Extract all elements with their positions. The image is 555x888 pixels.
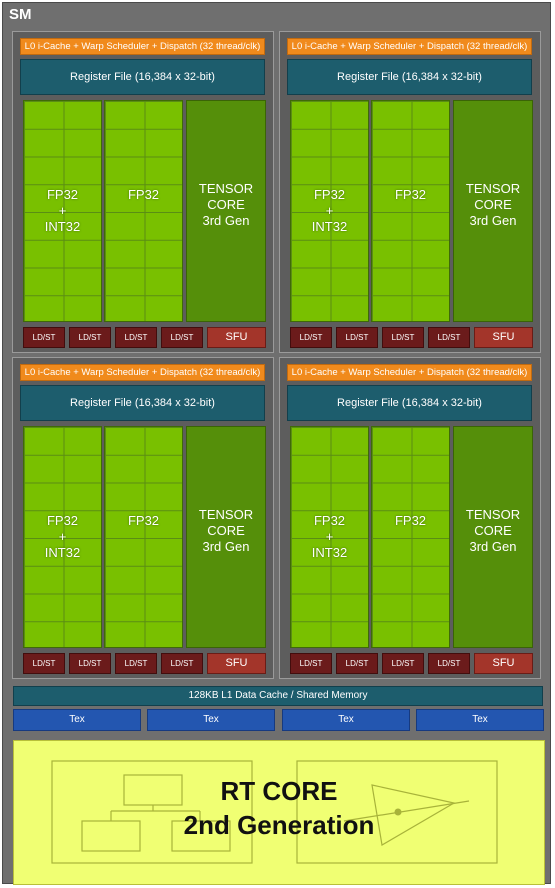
gen-text: 3rd Gen	[469, 539, 517, 554]
gen-text: 3rd Gen	[202, 213, 250, 228]
core-text: CORE	[207, 523, 245, 538]
fp32-unit: FP32	[371, 426, 450, 648]
tensor-core-label: TENSOR CORE 3rd Gen	[454, 507, 532, 555]
ldst-unit: LD/ST	[161, 653, 203, 674]
int32-text: INT32	[44, 545, 81, 560]
ldst-unit: LD/ST	[69, 653, 111, 674]
rt-core: RT CORE 2nd Generation	[13, 740, 545, 885]
core-text: CORE	[474, 197, 512, 212]
tensor-text: TENSOR	[198, 507, 254, 522]
l0-cache-warp-scheduler: L0 i-Cache + Warp Scheduler + Dispatch (…	[20, 364, 265, 381]
core-text: CORE	[207, 197, 245, 212]
fp32-int32-label: FP32 + INT32	[291, 187, 368, 235]
fp32-int32-unit: FP32 + INT32	[23, 426, 102, 648]
rt-core-label: RT CORE 2nd Generation	[14, 774, 544, 842]
sm-title: SM	[9, 6, 32, 23]
tensor-core: TENSOR CORE 3rd Gen	[453, 426, 533, 648]
register-file: Register File (16,384 x 32-bit)	[287, 59, 532, 95]
int32-text: INT32	[311, 545, 348, 560]
register-file: Register File (16,384 x 32-bit)	[287, 385, 532, 421]
plus-text: +	[325, 203, 334, 218]
fp32-text: FP32	[46, 513, 79, 528]
ldst-unit: LD/ST	[69, 327, 111, 348]
tex-unit: Tex	[416, 709, 544, 731]
gen-text: 3rd Gen	[469, 213, 517, 228]
bvh-box-outline	[51, 760, 253, 864]
ldst-unit: LD/ST	[336, 327, 378, 348]
fp32-label: FP32	[394, 187, 427, 202]
plus-text: +	[325, 529, 334, 544]
fp32-label: FP32	[127, 187, 160, 202]
fp32-label: FP32	[394, 513, 427, 528]
fp32-text: FP32	[46, 187, 79, 202]
int32-text: INT32	[311, 219, 348, 234]
tensor-core: TENSOR CORE 3rd Gen	[186, 426, 266, 648]
tensor-core-label: TENSOR CORE 3rd Gen	[187, 181, 265, 229]
partition-2: L0 i-Cache + Warp Scheduler + Dispatch (…	[12, 357, 274, 679]
tensor-core: TENSOR CORE 3rd Gen	[453, 100, 533, 322]
tensor-text: TENSOR	[465, 507, 521, 522]
fp32-unit: FP32	[371, 100, 450, 322]
register-file: Register File (16,384 x 32-bit)	[20, 59, 265, 95]
ray-line	[343, 800, 470, 822]
rt-core-generation: 2nd Generation	[183, 810, 375, 840]
tex-unit: Tex	[282, 709, 410, 731]
ldst-unit: LD/ST	[336, 653, 378, 674]
tensor-text: TENSOR	[465, 181, 521, 196]
tex-unit: Tex	[147, 709, 275, 731]
ldst-unit: LD/ST	[23, 327, 65, 348]
intersect-box-outline	[296, 760, 498, 864]
tensor-core-label: TENSOR CORE 3rd Gen	[454, 181, 532, 229]
rt-core-title: RT CORE	[220, 776, 338, 806]
fp32-int32-unit: FP32 + INT32	[290, 100, 369, 322]
ldst-unit: LD/ST	[428, 327, 470, 348]
plus-text: +	[58, 203, 67, 218]
sfu-unit: SFU	[207, 327, 266, 348]
fp32-text: FP32	[313, 187, 346, 202]
fp32-int32-unit: FP32 + INT32	[290, 426, 369, 648]
fp32-unit: FP32	[104, 426, 183, 648]
ldst-unit: LD/ST	[161, 327, 203, 348]
tensor-text: TENSOR	[198, 181, 254, 196]
partition-1: L0 i-Cache + Warp Scheduler + Dispatch (…	[279, 31, 541, 353]
ldst-unit: LD/ST	[115, 653, 157, 674]
ldst-unit: LD/ST	[23, 653, 65, 674]
core-text: CORE	[474, 523, 512, 538]
gen-text: 3rd Gen	[202, 539, 250, 554]
tex-unit: Tex	[13, 709, 141, 731]
ldst-unit: LD/ST	[428, 653, 470, 674]
fp32-int32-label: FP32 + INT32	[291, 513, 368, 561]
fp32-int32-label: FP32 + INT32	[24, 513, 101, 561]
ldst-unit: LD/ST	[290, 653, 332, 674]
sfu-unit: SFU	[474, 653, 533, 674]
rt-core-graphic	[51, 760, 498, 864]
l0-cache-warp-scheduler: L0 i-Cache + Warp Scheduler + Dispatch (…	[287, 38, 532, 55]
plus-text: +	[58, 529, 67, 544]
l0-cache-warp-scheduler: L0 i-Cache + Warp Scheduler + Dispatch (…	[20, 38, 265, 55]
partition-3: L0 i-Cache + Warp Scheduler + Dispatch (…	[279, 357, 541, 679]
register-file: Register File (16,384 x 32-bit)	[20, 385, 265, 421]
hit-point	[394, 808, 402, 816]
ldst-unit: LD/ST	[115, 327, 157, 348]
partition-0: L0 i-Cache + Warp Scheduler + Dispatch (…	[12, 31, 274, 353]
sfu-unit: SFU	[474, 327, 533, 348]
tensor-core: TENSOR CORE 3rd Gen	[186, 100, 266, 322]
bvh-left-node	[81, 820, 141, 852]
tensor-core-label: TENSOR CORE 3rd Gen	[187, 507, 265, 555]
fp32-int32-label: FP32 + INT32	[24, 187, 101, 235]
fp32-unit: FP32	[104, 100, 183, 322]
ldst-unit: LD/ST	[382, 327, 424, 348]
sfu-unit: SFU	[207, 653, 266, 674]
int32-text: INT32	[44, 219, 81, 234]
bvh-right-node	[171, 820, 231, 852]
ldst-unit: LD/ST	[290, 327, 332, 348]
fp32-label: FP32	[127, 513, 160, 528]
l0-cache-warp-scheduler: L0 i-Cache + Warp Scheduler + Dispatch (…	[287, 364, 532, 381]
triangle-shape	[371, 784, 456, 846]
l1-data-cache: 128KB L1 Data Cache / Shared Memory	[13, 686, 543, 706]
fp32-int32-unit: FP32 + INT32	[23, 100, 102, 322]
fp32-text: FP32	[313, 513, 346, 528]
ldst-unit: LD/ST	[382, 653, 424, 674]
